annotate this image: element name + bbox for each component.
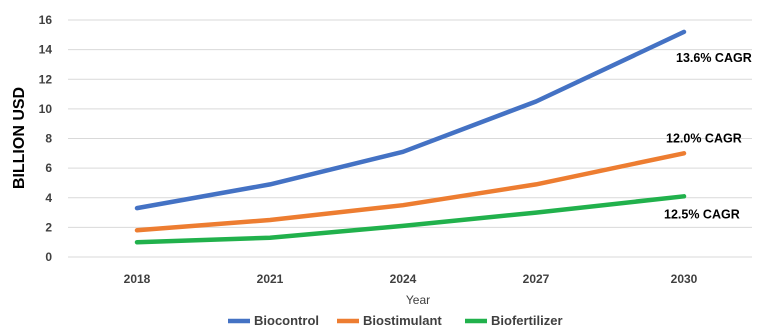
x-tick-label: 2024 — [390, 272, 417, 286]
series-line-biostimulant — [134, 151, 687, 233]
cagr-label: 12.5% CAGR — [664, 207, 740, 221]
series-line-biocontrol — [134, 29, 687, 211]
y-tick-label: 10 — [39, 102, 53, 116]
cagr-label: 12.0% CAGR — [666, 131, 742, 145]
y-tick-label: 2 — [45, 220, 52, 234]
series-lines — [134, 29, 687, 245]
y-tick-label: 0 — [45, 250, 52, 264]
legend: Biocontrol Biostimulant Biofertilizer — [228, 313, 563, 328]
series-line-biofertilizer — [134, 194, 687, 245]
legend-label: Biofertilizer — [491, 313, 563, 328]
x-tick-label: 2021 — [257, 272, 284, 286]
legend-label: Biostimulant — [363, 313, 442, 328]
y-tick-label: 12 — [39, 72, 53, 86]
x-tick-label: 2030 — [671, 272, 698, 286]
x-axis-title: Year — [406, 293, 430, 307]
cagr-label: 13.6% CAGR — [676, 51, 752, 65]
cagr-annotations: 13.6% CAGR 12.0% CAGR 12.5% CAGR — [664, 51, 752, 221]
x-axis-ticks: 2018 2021 2024 2027 2030 — [124, 272, 698, 286]
y-tick-label: 8 — [45, 132, 52, 146]
y-tick-label: 6 — [45, 161, 52, 175]
y-tick-label: 4 — [45, 191, 52, 205]
y-axis-title: BILLION USD — [11, 87, 28, 189]
y-tick-label: 14 — [39, 43, 53, 57]
x-tick-label: 2018 — [124, 272, 151, 286]
x-tick-label: 2027 — [523, 272, 550, 286]
y-axis-ticks: 0 2 4 6 8 10 12 14 16 — [39, 13, 53, 264]
legend-label: Biocontrol — [254, 313, 319, 328]
y-tick-label: 16 — [39, 13, 53, 27]
gridlines — [68, 19, 752, 258]
